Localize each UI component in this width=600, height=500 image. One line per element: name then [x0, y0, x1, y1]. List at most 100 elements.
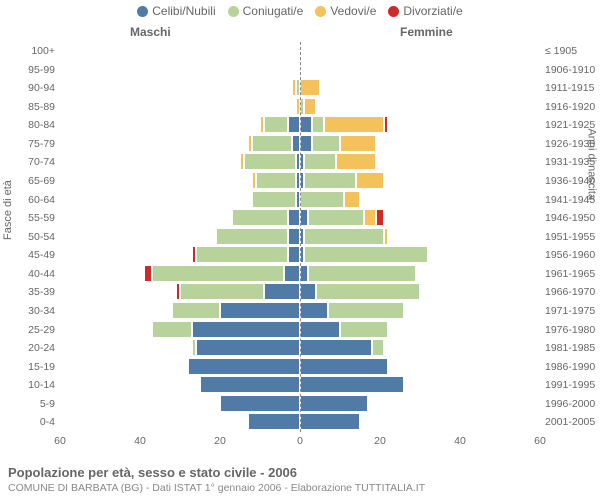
bar-segment-celibi [300, 377, 404, 392]
bar-segment-celibi [264, 284, 300, 299]
birth-year-label: 1951-1955 [545, 228, 600, 247]
x-tick: 60 [534, 435, 546, 447]
bar-segment-vedovi [356, 173, 384, 188]
bar-femmine [300, 340, 384, 355]
birth-year-label: 1996-2000 [545, 395, 600, 414]
legend-swatch [388, 6, 399, 17]
footer: Popolazione per età, sesso e stato civil… [8, 465, 592, 494]
birth-year-label: 1906-1910 [545, 61, 600, 80]
bar-segment-coniugati [328, 303, 404, 318]
bar-segment-coniugati [252, 136, 292, 151]
age-label: 45-49 [10, 246, 55, 265]
bar-femmine [300, 266, 416, 281]
header-maschi: Maschi [130, 25, 171, 39]
legend-item: Divorziati/e [388, 4, 462, 18]
bar-segment-divorziati [384, 117, 388, 132]
age-label: 50-54 [10, 228, 55, 247]
bar-segment-coniugati [152, 322, 192, 337]
bar-femmine [300, 154, 376, 169]
birth-year-label: 1991-1995 [545, 376, 600, 395]
age-label: 75-79 [10, 135, 55, 154]
bar-maschi [192, 247, 300, 262]
bar-femmine [300, 99, 316, 114]
birth-year-label: 1911-1915 [545, 79, 600, 98]
bar-segment-celibi [192, 322, 300, 337]
footer-subtitle: COMUNE DI BARBATA (BG) - Dati ISTAT 1° g… [8, 482, 592, 494]
bar-segment-celibi [300, 210, 308, 225]
legend-swatch [228, 6, 239, 17]
bar-segment-coniugati [252, 192, 296, 207]
bar-segment-divorziati [144, 266, 152, 281]
age-label: 15-19 [10, 358, 55, 377]
bar-maschi [252, 192, 300, 207]
bar-segment-coniugati [256, 173, 296, 188]
x-tick: 40 [134, 435, 146, 447]
age-label: 60-64 [10, 191, 55, 210]
bar-segment-celibi [300, 284, 316, 299]
age-label: 5-9 [10, 395, 55, 414]
birth-year-label: 1931-1935 [545, 153, 600, 172]
birth-year-label: 1966-1970 [545, 283, 600, 302]
birth-year-label: 2001-2005 [545, 413, 600, 432]
birth-year-label: 1981-1985 [545, 339, 600, 358]
x-tick: 40 [454, 435, 466, 447]
legend-item: Vedovi/e [315, 4, 376, 18]
bar-femmine [300, 303, 404, 318]
bar-segment-celibi [300, 266, 308, 281]
bar-femmine [300, 359, 388, 374]
bar-segment-coniugati [152, 266, 284, 281]
bar-segment-coniugati [300, 192, 344, 207]
x-tick: 20 [374, 435, 386, 447]
bar-segment-coniugati [244, 154, 296, 169]
bar-femmine [300, 247, 428, 262]
bar-segment-vedovi [364, 210, 376, 225]
legend: Celibi/Nubili Coniugati/e Vedovi/e Divorzia… [0, 4, 600, 18]
bar-maschi [248, 136, 300, 151]
bar-segment-celibi [300, 136, 312, 151]
bar-segment-coniugati [308, 266, 416, 281]
bar-femmine [300, 377, 404, 392]
bar-maschi [252, 173, 300, 188]
bar-maschi [260, 117, 300, 132]
bar-femmine [300, 117, 388, 132]
bar-segment-vedovi [324, 117, 384, 132]
bar-segment-coniugati [304, 247, 428, 262]
bar-maschi [248, 414, 300, 429]
legend-swatch [137, 6, 148, 17]
bar-segment-coniugati [304, 173, 356, 188]
age-label: 10-14 [10, 376, 55, 395]
bar-femmine [300, 210, 384, 225]
age-label: 25-29 [10, 321, 55, 340]
bar-femmine [300, 229, 388, 244]
age-label: 55-59 [10, 209, 55, 228]
bar-maschi [172, 303, 300, 318]
age-label: 95-99 [10, 61, 55, 80]
age-label: 30-34 [10, 302, 55, 321]
bar-segment-celibi [292, 136, 300, 151]
bar-maschi [152, 322, 300, 337]
age-label: 85-89 [10, 98, 55, 117]
bar-segment-coniugati [340, 322, 388, 337]
bar-segment-coniugati [372, 340, 384, 355]
birth-year-label: 1946-1950 [545, 209, 600, 228]
bar-segment-celibi [220, 396, 300, 411]
bar-segment-celibi [288, 117, 300, 132]
x-tick: 0 [297, 435, 303, 447]
bar-maschi [216, 229, 300, 244]
age-label: 90-94 [10, 79, 55, 98]
footer-title: Popolazione per età, sesso e stato civil… [8, 465, 592, 480]
birth-year-label: 1961-1965 [545, 265, 600, 284]
centerline [300, 42, 301, 432]
bar-femmine [300, 192, 360, 207]
bar-segment-celibi [288, 229, 300, 244]
legend-label: Coniugati/e [243, 4, 304, 18]
bar-segment-celibi [300, 322, 340, 337]
legend-item: Coniugati/e [228, 4, 304, 18]
legend-item: Celibi/Nubili [137, 4, 215, 18]
age-label: 70-74 [10, 153, 55, 172]
bar-maschi [192, 340, 300, 355]
birth-year-label: 1971-1975 [545, 302, 600, 321]
bar-segment-celibi [188, 359, 300, 374]
bar-femmine [300, 173, 384, 188]
bar-segment-celibi [300, 359, 388, 374]
